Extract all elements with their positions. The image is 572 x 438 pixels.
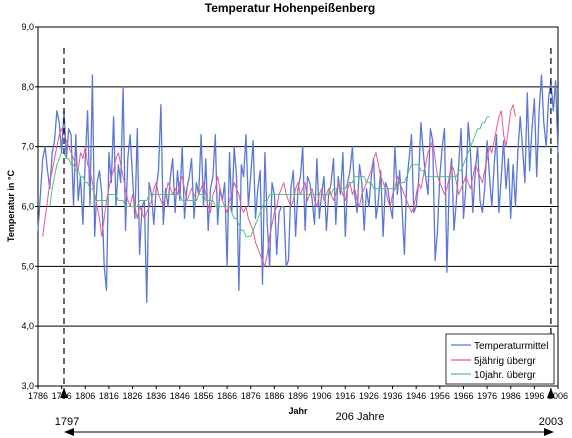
x-tick-label: 1986 — [501, 391, 521, 401]
data-series — [37, 74, 559, 303]
x-tick-label: 1916 — [335, 391, 355, 401]
x-tick-label: 1816 — [99, 391, 119, 401]
y-tick-label: 9,0 — [21, 22, 34, 32]
span-arrow-left-head — [64, 428, 74, 436]
y-axis-label: Temperatur in °C — [6, 170, 16, 242]
legend-label-5jaehrig: 5jährig übergr — [474, 356, 536, 367]
x-tick-label: 1836 — [146, 391, 166, 401]
y-tick-label: 5,0 — [21, 261, 34, 271]
x-tick-label: 1976 — [477, 391, 497, 401]
x-tick-label: 1876 — [241, 391, 261, 401]
span-arrow-right-head — [544, 428, 554, 436]
start-year-label: 1797 — [55, 416, 79, 428]
x-tick-label: 1866 — [217, 391, 237, 401]
x-tick-label: 1936 — [383, 391, 403, 401]
x-tick-label: 1786 — [28, 391, 48, 401]
legend-label-10jahr: 10jahr. übergr — [474, 370, 536, 381]
x-tick-label: 1906 — [312, 391, 332, 401]
y-tick-label: 7,0 — [21, 142, 34, 152]
x-tick-label: 1896 — [288, 391, 308, 401]
y-tick-label: 6,0 — [21, 202, 34, 212]
y-tick-label: 8,0 — [21, 82, 34, 92]
x-tick-label: 1926 — [359, 391, 379, 401]
x-tick-label: 1946 — [406, 391, 426, 401]
chart-title: Temperatur Hohenpeißenberg — [205, 1, 375, 15]
span-annotation: 1797 2003 206 Jahre — [55, 411, 563, 436]
x-tick-label: 1826 — [123, 391, 143, 401]
x-axis-label: Jahr — [288, 406, 308, 416]
x-tick-label: 1956 — [430, 391, 450, 401]
year-marker-arrowhead-1 — [546, 388, 555, 398]
series-line-0 — [37, 74, 559, 303]
x-tick-label: 1846 — [170, 391, 190, 401]
y-tick-label: 4,0 — [21, 321, 34, 331]
x-tick-label: 1856 — [193, 391, 213, 401]
span-label: 206 Jahre — [336, 411, 385, 423]
year-markers — [60, 48, 555, 398]
x-tick-label: 1966 — [453, 391, 473, 401]
x-tick-label: 2006 — [548, 391, 568, 401]
end-year-label: 2003 — [539, 416, 563, 428]
legend: Temperaturmittel 5jährig übergr 10jahr. … — [445, 333, 555, 385]
series-line-2 — [49, 116, 490, 237]
legend-box — [445, 333, 555, 385]
legend-label-temperaturmittel: Temperaturmittel — [474, 341, 548, 352]
y-tick-label: 3,0 — [21, 381, 34, 391]
x-tick-label: 1886 — [264, 391, 284, 401]
year-marker-arrowhead-0 — [60, 388, 68, 398]
x-tick-label: 1996 — [524, 391, 544, 401]
x-tick-label: 1806 — [75, 391, 95, 401]
